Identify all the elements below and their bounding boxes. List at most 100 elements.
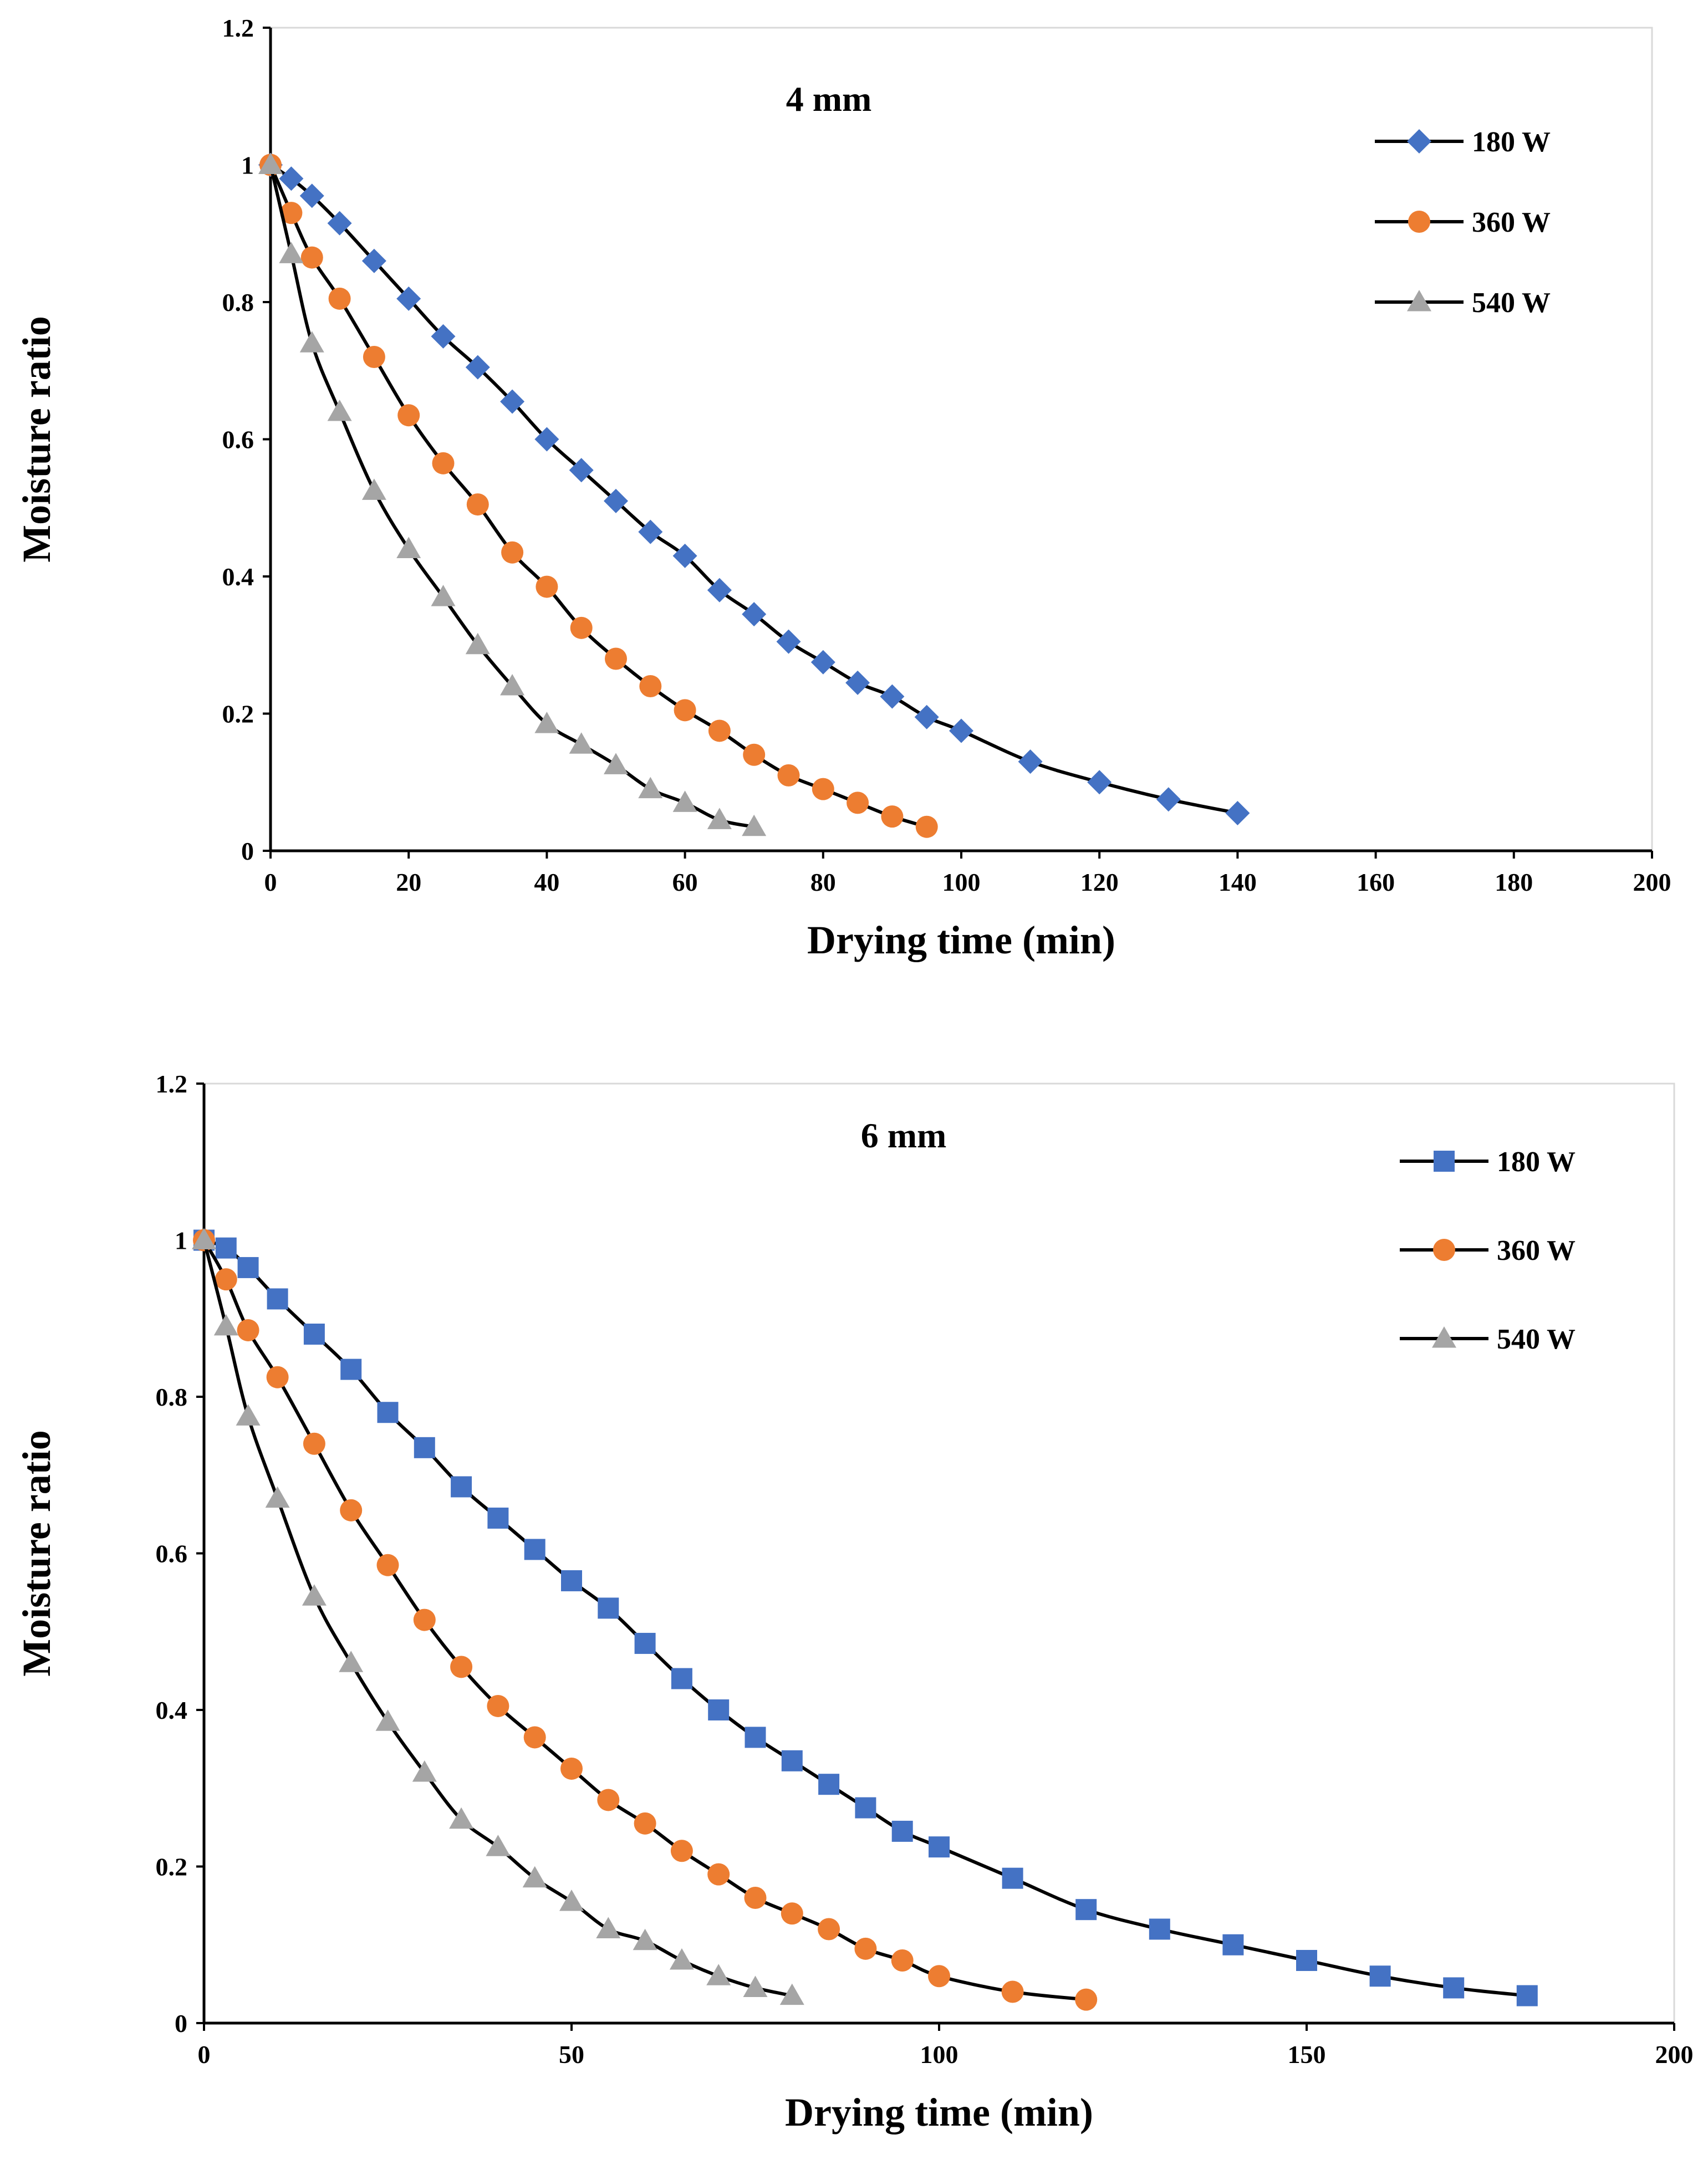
data-point-11 — [561, 1570, 582, 1591]
data-point-20 — [891, 1949, 914, 1972]
data-point-9 — [486, 1835, 511, 1856]
data-point-1 — [213, 1314, 238, 1336]
legend-entry: 360 W — [1400, 1235, 1576, 1267]
data-point-6 — [377, 1402, 399, 1423]
data-point-5 — [396, 537, 421, 558]
data-point-3 — [265, 1486, 290, 1508]
y-tick-label: 0 — [175, 2009, 187, 2038]
data-point-4 — [302, 1584, 327, 1606]
data-point-16 — [777, 764, 800, 787]
data-point-2 — [237, 1257, 259, 1278]
y-tick-label: 1 — [175, 1227, 187, 1255]
legend-point-1 — [1433, 1239, 1455, 1261]
chart-panel-1: 0 0.2 0.4 0.6 0.8 1 1.2 0 20 40 60 80 100 120 140 160 18… — [14, 14, 1671, 962]
chart-panel-2: 0 0.2 0.4 0.6 0.8 1 1.2 0 50 100 150 200 Drying time… — [14, 1070, 1694, 2135]
data-point-11 — [605, 647, 627, 670]
data-point-11 — [604, 753, 628, 774]
data-point-8 — [451, 1476, 472, 1498]
legend-entry: 180 W — [1400, 1146, 1576, 1178]
legend-label: 540 W — [1472, 287, 1551, 319]
data-point-3 — [327, 211, 352, 236]
x-tick-label: 160 — [1357, 868, 1395, 896]
x-tick-label: 50 — [559, 2040, 584, 2069]
data-point-23 — [1075, 1899, 1097, 1921]
data-point-4 — [303, 1432, 325, 1455]
data-point-20 — [914, 704, 939, 729]
data-point-19 — [855, 1797, 876, 1819]
data-point-13 — [672, 543, 697, 568]
data-point-1 — [215, 1268, 237, 1291]
data-point-8 — [501, 541, 524, 564]
data-point-6 — [375, 1709, 400, 1731]
data-point-15 — [708, 1699, 730, 1720]
series-line — [269, 164, 927, 829]
data-point-14 — [707, 578, 732, 602]
series-360w — [259, 154, 938, 838]
data-point-5 — [397, 404, 420, 427]
data-point-15 — [743, 743, 766, 766]
series-line — [269, 164, 754, 829]
data-point-11 — [559, 1890, 584, 1911]
legend-point-0 — [1434, 1151, 1455, 1172]
data-point-14 — [707, 808, 732, 829]
data-point-13 — [672, 790, 697, 812]
legend-label: 540 W — [1497, 1324, 1576, 1355]
x-tick-label: 150 — [1288, 2040, 1326, 2069]
data-point-25 — [1222, 1934, 1244, 1955]
data-point-9 — [534, 712, 559, 733]
data-point-17 — [781, 1750, 803, 1771]
data-point-10 — [522, 1866, 547, 1888]
data-point-10 — [569, 732, 594, 754]
data-point-12 — [596, 1917, 621, 1938]
data-point-19 — [880, 684, 905, 709]
data-point-6 — [432, 452, 455, 474]
series-line — [203, 1238, 1528, 1998]
data-point-4 — [303, 1324, 325, 1345]
x-tick-label: 200 — [1655, 2040, 1694, 2069]
data-point-7 — [413, 1608, 436, 1631]
data-point-28 — [1443, 1977, 1465, 1999]
data-point-2 — [236, 1404, 261, 1426]
x-axis-label: Drying time (min) — [785, 2090, 1093, 2135]
chart-title: 4 mm — [786, 79, 872, 119]
data-point-5 — [396, 286, 421, 311]
data-point-24 — [1149, 1918, 1170, 1940]
data-point-7 — [414, 1437, 435, 1458]
data-point-4 — [361, 248, 386, 273]
data-point-3 — [327, 400, 352, 421]
x-tick-label: 80 — [810, 868, 836, 896]
y-tick-label: 1 — [241, 151, 254, 180]
data-point-8 — [500, 674, 525, 696]
data-point-11 — [604, 488, 628, 513]
data-point-10 — [570, 616, 593, 639]
data-point-13 — [674, 699, 696, 722]
data-point-2 — [299, 331, 324, 353]
data-point-8 — [449, 1807, 474, 1829]
legend-point-0 — [1407, 129, 1431, 154]
data-point-19 — [881, 805, 904, 828]
data-point-11 — [560, 1757, 583, 1780]
data-point-21 — [928, 1965, 950, 1988]
data-point-15 — [742, 602, 767, 627]
data-point-15 — [742, 814, 767, 836]
data-point-22 — [1018, 749, 1043, 774]
data-point-23 — [1087, 770, 1112, 795]
data-point-27 — [1369, 1965, 1391, 1987]
data-point-12 — [638, 519, 663, 544]
y-axis-label: Moisture ratio — [14, 1430, 59, 1677]
data-point-16 — [745, 1727, 766, 1748]
data-point-5 — [340, 1359, 362, 1380]
data-point-5 — [339, 1651, 364, 1672]
data-point-5 — [340, 1499, 363, 1521]
data-point-14 — [708, 719, 731, 742]
data-point-20 — [891, 1820, 913, 1842]
data-point-17 — [810, 650, 835, 675]
legend-point-2 — [1432, 1326, 1456, 1348]
data-point-22 — [1001, 1980, 1024, 2003]
plot-area-border — [203, 1082, 1675, 2024]
data-point-10 — [569, 458, 594, 483]
x-tick-label: 60 — [672, 868, 698, 896]
y-tick-label: 0.6 — [222, 426, 254, 454]
legend-label: 360 W — [1497, 1235, 1576, 1267]
